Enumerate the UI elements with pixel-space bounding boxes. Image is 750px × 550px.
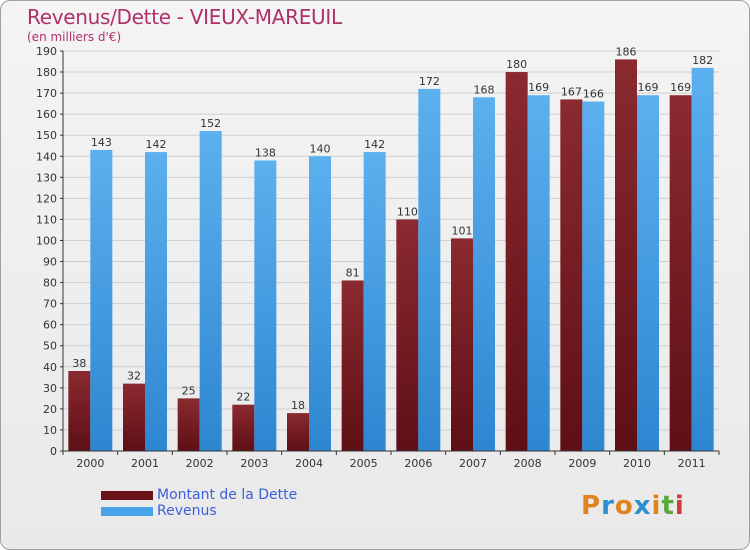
y-tick-label: 50 <box>43 340 57 353</box>
logo-letter: i <box>651 491 662 521</box>
bar-revenue <box>637 95 659 452</box>
x-tick-label: 2005 <box>350 457 378 470</box>
data-label: 142 <box>146 138 167 151</box>
y-tick-label: 0 <box>50 445 57 458</box>
x-tick-label: 2010 <box>623 457 651 470</box>
bar-revenue <box>90 149 113 451</box>
bar-debt <box>232 404 255 451</box>
bar-debt <box>560 99 583 451</box>
data-label: 167 <box>561 85 582 98</box>
data-label: 152 <box>200 117 221 130</box>
bar-debt <box>287 413 309 451</box>
data-label: 166 <box>583 88 604 101</box>
data-label: 180 <box>506 58 527 71</box>
y-tick-label: 110 <box>36 213 57 226</box>
bar-revenue <box>254 160 277 451</box>
bar-revenue <box>691 67 714 451</box>
y-tick-label: 170 <box>36 87 57 100</box>
y-tick-label: 80 <box>43 277 57 290</box>
proxiti-logo: Proxiti <box>581 491 685 521</box>
y-tick-label: 150 <box>36 129 57 142</box>
y-tick-label: 30 <box>43 382 57 395</box>
x-tick-label: 2002 <box>186 457 214 470</box>
data-label: 140 <box>310 142 331 155</box>
data-label: 169 <box>670 81 691 94</box>
logo-letter: i <box>674 491 685 521</box>
legend-label-revenue: Revenus <box>157 503 217 519</box>
bar-revenue <box>363 152 386 452</box>
data-label: 142 <box>364 138 385 151</box>
data-label: 182 <box>692 54 713 67</box>
data-label: 38 <box>72 357 86 370</box>
x-tick-label: 2008 <box>514 457 542 470</box>
chart-title: Revenus/Dette - VIEUX-MAREUIL <box>27 5 342 29</box>
x-tick-label: 2001 <box>131 457 159 470</box>
y-tick-label: 190 <box>36 45 57 58</box>
legend: Montant de la Dette Revenus <box>101 487 297 519</box>
bar-revenue <box>145 152 167 452</box>
data-label: 110 <box>397 205 418 218</box>
x-tick-label: 2006 <box>404 457 432 470</box>
x-tick-label: 2011 <box>678 457 706 470</box>
data-label: 169 <box>638 81 659 94</box>
legend-item-revenue: Revenus <box>101 503 297 519</box>
chart-subtitle: (en milliers d'€) <box>27 30 122 44</box>
x-tick-label: 2009 <box>568 457 596 470</box>
data-label: 186 <box>616 45 637 58</box>
y-tick-label: 140 <box>36 150 57 163</box>
y-tick-label: 120 <box>36 192 57 205</box>
bar-debt <box>396 219 419 451</box>
data-label: 138 <box>255 146 276 159</box>
y-tick-label: 180 <box>36 66 57 79</box>
bar-debt <box>505 72 528 451</box>
logo-letter: P <box>581 491 602 521</box>
legend-label-debt: Montant de la Dette <box>157 487 298 503</box>
bar-debt <box>68 371 91 451</box>
x-tick-label: 2003 <box>240 457 268 470</box>
data-label: 32 <box>127 370 141 383</box>
bar-revenue <box>418 88 441 451</box>
x-tick-label: 2007 <box>459 457 487 470</box>
data-label: 25 <box>182 384 196 397</box>
bar-debt <box>669 95 692 452</box>
bar-debt <box>123 383 145 451</box>
bar-debt <box>341 280 364 451</box>
legend-swatch-revenue <box>101 506 153 516</box>
data-label: 169 <box>528 81 549 94</box>
y-tick-label: 160 <box>36 108 57 121</box>
data-label: 22 <box>236 391 250 404</box>
y-tick-label: 40 <box>43 361 57 374</box>
data-label: 172 <box>419 75 440 88</box>
bar-revenue <box>527 95 550 452</box>
bar-debt <box>451 238 473 451</box>
data-label: 168 <box>474 83 495 96</box>
y-tick-label: 100 <box>36 234 57 247</box>
bar-revenue <box>473 97 495 451</box>
data-label: 143 <box>91 136 112 149</box>
logo-letter: r <box>601 491 615 521</box>
y-tick-label: 20 <box>43 403 57 416</box>
bar-revenue <box>582 101 605 452</box>
bar-debt <box>177 398 200 451</box>
y-tick-label: 10 <box>43 424 57 437</box>
legend-swatch-debt <box>101 490 153 500</box>
data-label: 18 <box>291 399 305 412</box>
y-tick-label: 70 <box>43 298 57 311</box>
bar-debt <box>615 59 637 451</box>
bar-revenue <box>309 156 331 451</box>
logo-letter: o <box>614 491 634 521</box>
bar-revenue <box>199 131 222 451</box>
x-tick-label: 2004 <box>295 457 323 470</box>
logo-letter: x <box>633 491 652 521</box>
y-tick-label: 130 <box>36 171 57 184</box>
y-tick-label: 60 <box>43 319 57 332</box>
data-label: 81 <box>346 266 360 279</box>
x-tick-label: 2000 <box>76 457 104 470</box>
logo-letter: t <box>661 491 675 521</box>
legend-item-debt: Montant de la Dette <box>101 487 297 503</box>
data-label: 101 <box>452 224 473 237</box>
y-tick-label: 90 <box>43 256 57 269</box>
